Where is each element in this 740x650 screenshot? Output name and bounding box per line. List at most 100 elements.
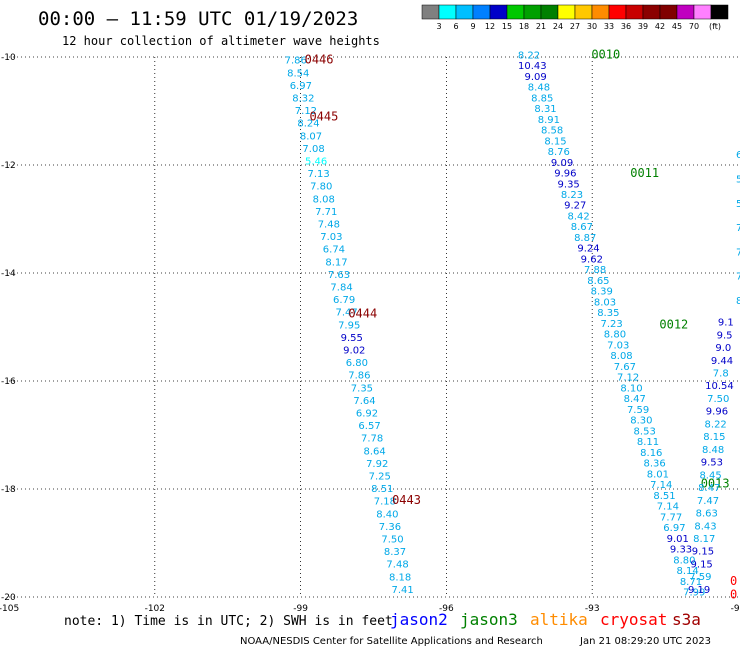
swh-value: 8.47 — [698, 483, 720, 494]
swh-value: 8.16 — [640, 448, 662, 459]
swh-value: 8.15 — [703, 432, 725, 443]
swh-value: 7.41 — [392, 585, 414, 596]
legend-jason3: jason3 — [460, 610, 518, 629]
colorbar-swatch — [608, 4, 627, 20]
pass-time-label: 0012 — [659, 317, 688, 331]
swh-value: 8.65 — [587, 276, 609, 287]
swh-value: 8.48 — [528, 83, 550, 94]
y-tick-label: -20 — [1, 593, 16, 603]
colorbar-tick: 70 — [689, 22, 699, 31]
swh-value: 7.8 — [713, 369, 729, 380]
swh-value: 8.11 — [637, 437, 659, 448]
swh-value: 9.02 — [343, 346, 365, 357]
pass-time-label: 0445 — [309, 109, 338, 123]
x-tick-label: -93 — [585, 604, 600, 614]
colorbar-tick: 27 — [570, 22, 580, 31]
legend-altika: altika — [530, 610, 588, 629]
pass-time-label: 0010 — [591, 47, 620, 61]
swh-value: 8.35 — [597, 308, 619, 319]
swh-value: 9.96 — [706, 407, 728, 418]
swh-value: 7.12 — [295, 106, 317, 117]
swh-value: 8.23 — [561, 190, 583, 201]
swh-value: 8.47 — [624, 394, 646, 405]
swh-value: 9.5 — [717, 330, 733, 341]
swh-value: 8.15 — [544, 136, 566, 147]
y-tick-label: -18 — [1, 485, 16, 495]
y-tick-label: -10 — [1, 53, 16, 63]
pass-time-label: 0444 — [348, 307, 377, 321]
swh-value: 8.76 — [548, 147, 570, 158]
colorbar-swatch — [591, 4, 610, 20]
swh-value: 7.47 — [697, 496, 719, 507]
colorbar-swatch — [506, 4, 525, 20]
swh-value: 8.85 — [531, 93, 553, 104]
swh-value: 8.67 — [571, 222, 593, 233]
satellite-legend: jason2 jason3 altika cryosat s3a — [390, 610, 701, 629]
generated-time: Jan 21 08:29:20 UTC 2023 — [579, 636, 711, 647]
colorbar-tick: 36 — [621, 22, 631, 31]
swh-value: 9.96 — [554, 169, 576, 180]
colorbar-tick: 6 — [453, 22, 458, 31]
swh-value: 9.55 — [341, 333, 363, 344]
swh-value: 7.95 — [338, 320, 360, 331]
swh-value: 8.39 — [591, 287, 613, 298]
colorbar-tick: 9 — [470, 22, 475, 31]
swh-value: 6.57 — [358, 421, 380, 432]
swh-value: 8.17 — [325, 257, 347, 268]
colorbar: 3 6 9 12 15 18 21 24 27 30 33 36 39 42 45 70 (ft) — [421, 4, 729, 31]
swh-value-partial: 7 — [736, 247, 740, 258]
colorbar-unit: (ft) — [709, 22, 721, 31]
swh-value: 8.03 — [594, 297, 616, 308]
colorbar-tick: 15 — [502, 22, 512, 31]
swh-value: 9.15 — [691, 559, 713, 570]
colorbar-swatch — [557, 4, 576, 20]
swh-value: 7.50 — [707, 394, 729, 405]
swh-value: 7.14 — [657, 502, 679, 513]
swh-value: 7.48 — [386, 560, 408, 571]
swh-value: 7.59 — [627, 405, 649, 416]
swh-value: 8.91 — [538, 115, 560, 126]
swh-value: 7.67 — [614, 362, 636, 373]
swh-value: 5.46 — [305, 157, 327, 168]
swh-value: 7.47 — [336, 308, 358, 319]
grid — [9, 56, 738, 598]
y-tick-label: -16 — [1, 377, 16, 387]
colorbar-swatch — [489, 4, 508, 20]
pass-time-label: 0013 — [701, 477, 730, 491]
swh-value: 7.80 — [310, 182, 332, 193]
swh-value: 10.54 — [705, 381, 734, 392]
axes: -105 -102 -99 -96 -93 -90 -10 -12 -14 -16 -18 -20 — [0, 53, 740, 614]
swh-value: 7.36 — [379, 522, 401, 533]
swh-value: 8.80 — [673, 555, 695, 566]
colorbar-tick: 33 — [604, 22, 614, 31]
swh-value: 8.42 — [567, 211, 589, 222]
pass-time-label: 0443 — [392, 493, 421, 507]
swh-value: 8.31 — [534, 104, 556, 115]
y-tick-label: -12 — [1, 161, 16, 171]
swh-value-partial: 7 — [736, 223, 740, 234]
colorbar-swatch — [659, 4, 678, 20]
swh-value: 7.12 — [617, 373, 639, 384]
swh-value: 7.92 — [366, 459, 388, 470]
swh-value: 8.30 — [630, 416, 652, 427]
swh-value: 8.45 — [699, 470, 721, 481]
swh-value: 7.84 — [330, 283, 352, 294]
swh-value: 8.10 — [620, 383, 642, 394]
swh-value-partial: 5 — [736, 175, 740, 186]
swh-value: 7.35 — [351, 383, 373, 394]
swh-value: 9.1 — [718, 318, 734, 329]
swh-value: 8.18 — [389, 572, 411, 583]
swh-value: 7.78 — [361, 434, 383, 445]
swh-value: 8.51 — [371, 484, 393, 495]
swh-value: 9.01 — [667, 534, 689, 545]
swh-value: 7.23 — [601, 319, 623, 330]
swh-value: 7.08 — [302, 144, 324, 155]
colorbar-swatch — [710, 4, 729, 20]
swh-value: 9.24 — [577, 244, 599, 255]
x-tick-label: -105 — [0, 604, 19, 614]
colorbar-swatch — [625, 4, 644, 20]
swh-value-partial: 6 — [736, 150, 740, 161]
swh-value: 9.33 — [670, 545, 692, 556]
colorbar-tick: 42 — [655, 22, 665, 31]
